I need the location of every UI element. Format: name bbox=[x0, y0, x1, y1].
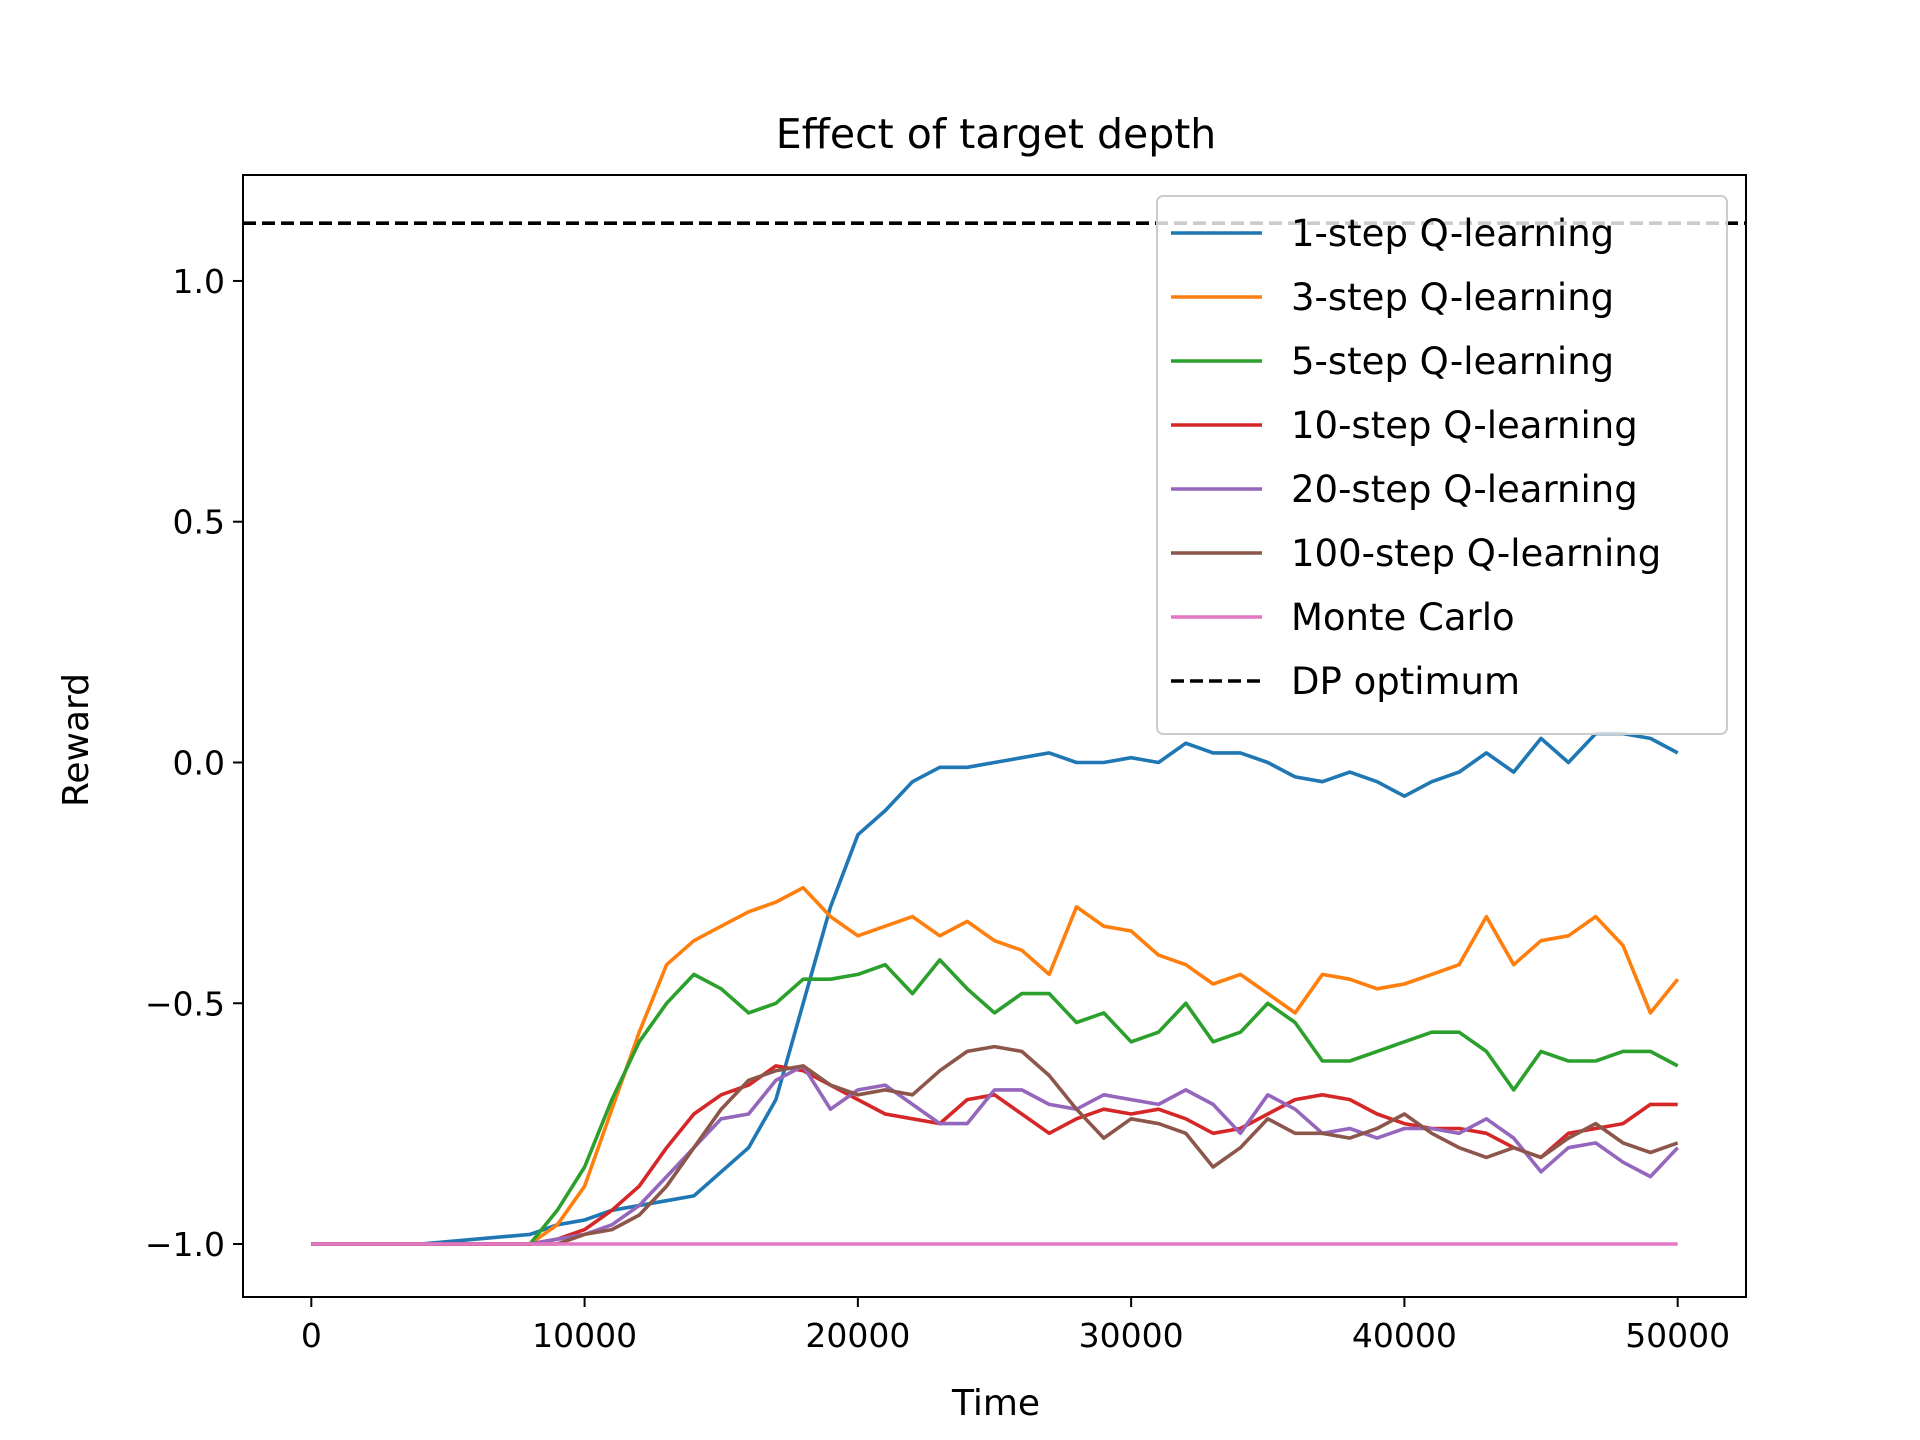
legend-label: DP optimum bbox=[1291, 660, 1520, 703]
series-line-5-step-q-learning bbox=[311, 958, 1679, 1246]
plot-area bbox=[243, 221, 1746, 1246]
x-axis-label: Time bbox=[951, 1383, 1040, 1424]
series-line-20-step-q-learning bbox=[311, 1064, 1680, 1246]
y-tick-label: 0.0 bbox=[173, 743, 225, 782]
series-line-1-step-q-learning bbox=[311, 731, 1679, 1246]
legend-box bbox=[1156, 195, 1728, 735]
x-tick-label: 50000 bbox=[1625, 1316, 1730, 1355]
legend-label: 3-step Q-learning bbox=[1291, 276, 1614, 319]
legend-label: Monte Carlo bbox=[1291, 596, 1515, 639]
series-line-100-step-q-learning bbox=[311, 1044, 1679, 1246]
legend-label: 1-step Q-learning bbox=[1291, 212, 1614, 255]
x-tick-label: 20000 bbox=[805, 1316, 910, 1355]
x-tick-label: 40000 bbox=[1352, 1316, 1457, 1355]
y-tick-label: 1.0 bbox=[173, 262, 225, 301]
chart-title: Effect of target depth bbox=[776, 110, 1217, 158]
y-axis-label: Reward bbox=[56, 673, 97, 807]
x-tick-label: 0 bbox=[301, 1316, 322, 1355]
x-tick-label: 30000 bbox=[1079, 1316, 1184, 1355]
x-tick-label: 10000 bbox=[532, 1316, 637, 1355]
legend-label: 10-step Q-learning bbox=[1291, 404, 1638, 447]
legend-label: 20-step Q-learning bbox=[1291, 468, 1638, 511]
legend: 1-step Q-learning 3-step Q-learning 5-step… bbox=[1156, 195, 1728, 735]
axes-frame bbox=[242, 174, 1747, 1298]
y-tick-label: 0.5 bbox=[173, 503, 225, 542]
legend-label: 100-step Q-learning bbox=[1291, 532, 1661, 575]
y-tick-label: −1.0 bbox=[145, 1225, 225, 1264]
axis-ticks: 0 10000 20000 30000 40000 50000 −1.0 −0.5 0.0 0.5… bbox=[145, 262, 1730, 1355]
y-tick-label: −0.5 bbox=[145, 984, 225, 1023]
legend-label: 5-step Q-learning bbox=[1291, 340, 1614, 383]
